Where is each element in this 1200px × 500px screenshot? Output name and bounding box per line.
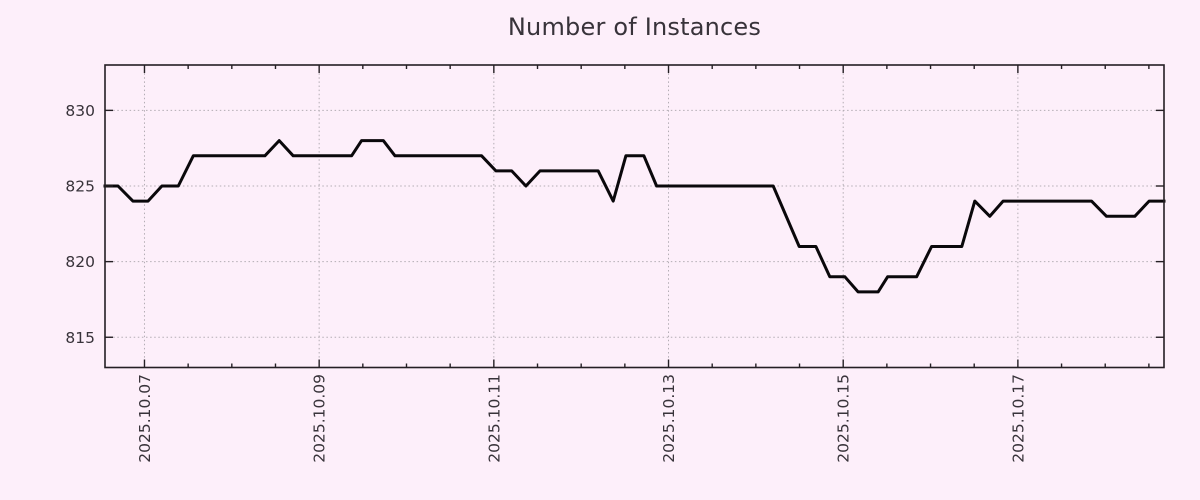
svg-text:2025.10.17: 2025.10.17: [1009, 374, 1027, 463]
svg-text:820: 820: [65, 253, 95, 271]
svg-text:2025.10.13: 2025.10.13: [660, 374, 678, 463]
svg-text:2025.10.07: 2025.10.07: [136, 374, 154, 463]
svg-text:2025.10.11: 2025.10.11: [485, 374, 503, 463]
svg-text:2025.10.09: 2025.10.09: [311, 374, 329, 463]
svg-text:2025.10.15: 2025.10.15: [835, 374, 853, 463]
svg-text:830: 830: [65, 102, 95, 120]
chart-title: Number of Instances: [507, 13, 762, 41]
svg-text:815: 815: [65, 329, 95, 347]
svg-text:825: 825: [65, 178, 95, 196]
